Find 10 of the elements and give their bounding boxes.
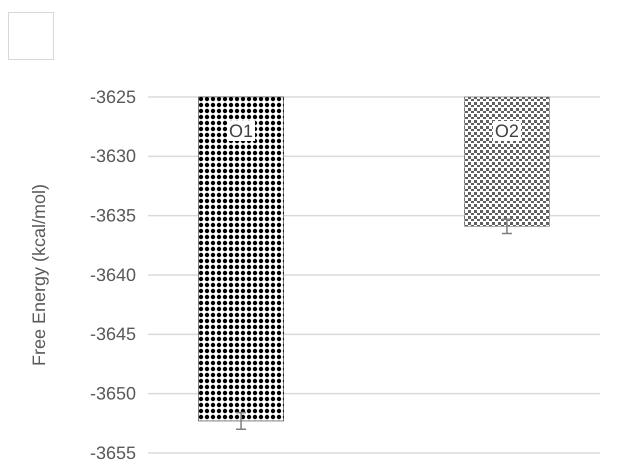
y-axis-title: Free Energy (kcal/mol) xyxy=(29,184,49,366)
y-tick-label: -3635 xyxy=(90,205,136,226)
y-tick-label: -3650 xyxy=(90,383,136,404)
x-tick-label: O1 xyxy=(229,121,254,141)
x-tick-label: O2 xyxy=(494,121,519,141)
y-tick-label: -3655 xyxy=(90,442,136,463)
y-tick-label: -3625 xyxy=(90,86,136,107)
y-tick-label: -3645 xyxy=(90,324,136,344)
y-tick-label: -3640 xyxy=(90,264,136,285)
y-tick-label: -3630 xyxy=(90,146,136,166)
